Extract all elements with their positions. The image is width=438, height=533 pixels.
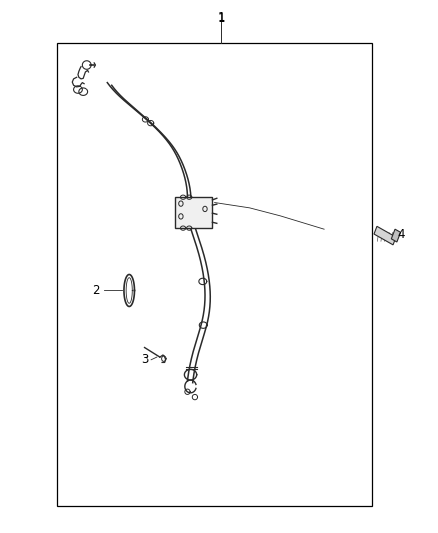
Bar <box>57 43 372 506</box>
Text: 1: 1 <box>217 12 225 25</box>
Bar <box>391 229 401 242</box>
FancyBboxPatch shape <box>175 197 212 228</box>
Text: 3: 3 <box>141 353 148 366</box>
Bar <box>374 227 396 245</box>
Text: 2: 2 <box>92 284 100 297</box>
Text: 4: 4 <box>397 228 405 241</box>
Text: 1: 1 <box>217 11 225 23</box>
